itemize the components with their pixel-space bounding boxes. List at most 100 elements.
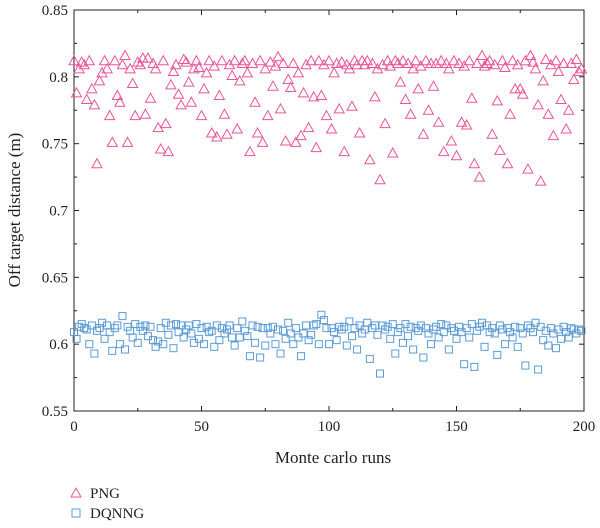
png-point — [330, 57, 343, 68]
png-point — [379, 117, 391, 129]
dqnng-point — [475, 322, 484, 331]
dqnng-point — [205, 328, 214, 337]
dqnng-point — [353, 345, 362, 354]
dqnng-point — [161, 318, 170, 327]
dqnng-point — [551, 344, 560, 353]
dqnng-point — [546, 324, 555, 333]
dqnng-point — [421, 324, 430, 333]
dqnng-point — [529, 328, 537, 337]
png-point — [468, 157, 481, 169]
legend-label-dqnng: DQNNG — [90, 506, 144, 522]
dqnng-point — [251, 338, 260, 347]
dqnng-point — [439, 328, 448, 337]
png-point — [494, 144, 506, 155]
dqnng-point — [506, 328, 515, 337]
dqnng-point — [192, 320, 201, 329]
y-axis-title: Off target distance (m) — [5, 133, 24, 288]
png-point — [154, 142, 167, 154]
dqnng-point — [396, 324, 405, 333]
dqnng-point — [80, 324, 89, 333]
png-point — [394, 76, 407, 87]
png-point — [567, 73, 580, 85]
dqnng-point — [294, 333, 303, 342]
png-point — [465, 92, 478, 103]
dqnng-point — [508, 333, 517, 342]
dqnng-point — [115, 340, 124, 349]
dqnng-point — [121, 345, 129, 354]
png-point — [407, 62, 419, 74]
png-point — [261, 109, 274, 121]
dqnng-point — [230, 341, 239, 350]
dqnng-point — [172, 320, 180, 329]
png-point — [384, 60, 397, 71]
png-point — [550, 54, 562, 66]
dqnng-point — [212, 321, 221, 330]
dqnng-point — [128, 333, 137, 342]
dqnng-point — [207, 326, 216, 335]
dqnng-point — [521, 361, 530, 370]
png-point — [323, 54, 335, 66]
dqnng-point — [72, 334, 81, 343]
dqnng-point — [317, 310, 326, 319]
png-point — [315, 89, 328, 101]
png-point — [527, 56, 539, 67]
dqnng-point — [141, 321, 150, 330]
dqnng-point — [447, 324, 456, 333]
dqnng-point — [567, 324, 576, 333]
png-point — [241, 66, 254, 78]
y-tick-label: 0.85 — [42, 3, 68, 19]
dqnng-point — [335, 322, 344, 331]
dqnng-point — [169, 344, 178, 353]
png-point — [333, 102, 346, 114]
dqnng-point — [325, 340, 333, 349]
dqnng-point — [131, 320, 140, 329]
png-point — [460, 118, 473, 130]
png-point — [402, 57, 414, 68]
png-point — [458, 60, 470, 71]
png-point — [369, 90, 381, 102]
dqnng-point — [437, 320, 446, 329]
dqnng-point — [414, 326, 423, 335]
series-dqnng — [70, 310, 586, 378]
dqnng-point — [455, 322, 464, 331]
dqnng-point — [457, 328, 466, 337]
dqnng-point — [253, 322, 262, 331]
png-point — [481, 57, 493, 68]
png-point — [328, 66, 340, 78]
dqnng-point — [248, 321, 257, 330]
dqnng-point — [544, 341, 553, 350]
png-point — [101, 62, 113, 74]
png-point — [193, 61, 205, 72]
png-point — [420, 54, 432, 66]
dqnng-point — [202, 322, 211, 331]
dqnng-point — [266, 329, 275, 338]
png-point — [537, 74, 550, 86]
dqnng-point — [279, 326, 288, 335]
dqnng-point — [159, 340, 168, 349]
png-point — [417, 128, 430, 139]
png-point — [575, 62, 588, 74]
png-point — [256, 136, 269, 147]
png-point — [228, 54, 241, 66]
png-point — [338, 145, 351, 157]
x-tick-label: 200 — [573, 419, 596, 435]
dqnng-point — [123, 322, 132, 331]
dqnng-point — [503, 324, 512, 333]
png-point — [162, 145, 175, 157]
dqnng-point — [449, 326, 458, 335]
dqnng-point — [330, 328, 339, 337]
png-point — [274, 102, 287, 114]
png-point — [195, 109, 208, 121]
dqnng-point — [182, 325, 191, 334]
png-point — [509, 82, 521, 94]
png-point — [529, 62, 542, 74]
png-point — [555, 93, 567, 105]
y-tick-label: 0.55 — [42, 404, 68, 420]
dqnng-point — [559, 322, 568, 331]
png-point — [284, 81, 297, 93]
png-point — [504, 108, 516, 119]
png-point — [142, 52, 154, 63]
dqnng-point — [368, 324, 377, 333]
y-tick-label: 0.8 — [49, 70, 68, 86]
png-point — [353, 126, 366, 138]
